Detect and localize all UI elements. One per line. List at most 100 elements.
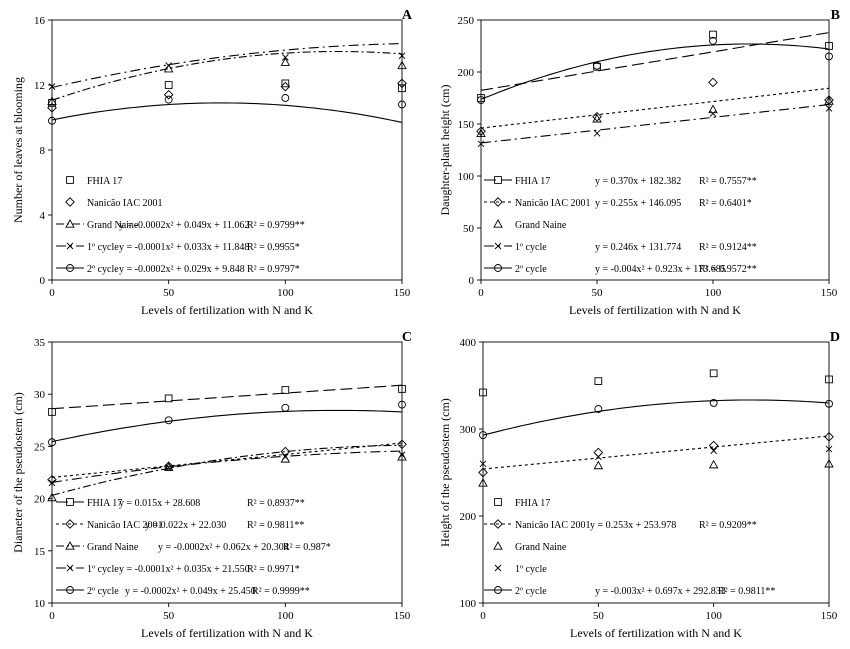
data-point	[48, 479, 56, 487]
legend-equation: y = -0.003x² + 0.697x + 292.833	[595, 586, 726, 597]
data-point	[825, 42, 833, 50]
legend-label: Nanicão IAC 2001	[87, 520, 163, 531]
legend-r-squared: R² = 0.9124**	[699, 242, 757, 253]
legend-marker	[65, 541, 75, 550]
data-point	[398, 52, 406, 60]
legend-equation: y = -0.0002x² + 0.049x + 25.450	[125, 586, 256, 597]
data-point	[397, 78, 407, 89]
legend-r-squared: R² = 0.9971*	[247, 564, 300, 575]
data-point	[824, 96, 834, 105]
legend-label: 1º cycle	[515, 242, 547, 253]
legend-r-squared: R² = 0.7557**	[699, 176, 757, 187]
y-tick-label: 10	[34, 598, 46, 610]
y-tick-label: 35	[34, 337, 46, 349]
y-axis-label: Diameter of the pseudostem (cm)	[11, 392, 25, 553]
legend-marker	[66, 264, 74, 272]
data-point	[48, 438, 56, 447]
data-point	[478, 467, 488, 478]
data-point	[281, 79, 290, 88]
data-point	[165, 463, 172, 471]
data-point	[164, 416, 173, 425]
data-point	[397, 439, 407, 450]
plot-frame	[482, 341, 830, 604]
y-tick-label: 200	[460, 511, 477, 523]
data-point	[594, 405, 603, 413]
legend-r-squared: R² = 0.987*	[283, 542, 331, 553]
legend-marker	[66, 498, 74, 506]
x-tick-label: 100	[705, 610, 722, 622]
data-point	[479, 431, 487, 440]
legend-label: FHIA 17	[87, 176, 122, 187]
data-point	[47, 96, 57, 105]
x-axis-label: Levels of fertilization with N and K	[569, 303, 741, 317]
data-point	[398, 100, 406, 109]
x-axis-label: Levels of fertilization with N and K	[570, 626, 742, 640]
data-point	[281, 386, 290, 394]
fit-line	[480, 87, 830, 129]
chart-panel-d: 100 200 300 400 0 50 100 150 Levels of fertiliza…	[438, 330, 840, 640]
x-axis-label: Levels of fertilization with N and K	[141, 626, 313, 640]
legend-r-squared: R² = 0.9955*	[247, 242, 300, 253]
legend-equation: y = -0.0001x² + 0.033x + 11.848	[119, 242, 249, 253]
x-tick-label: 100	[277, 287, 294, 299]
x-tick-label: 150	[394, 287, 411, 299]
fit-line	[51, 43, 403, 89]
fit-line	[480, 104, 830, 144]
data-point	[398, 84, 406, 93]
panel-letter: A	[402, 8, 413, 23]
legend-label: Nanicão IAC 2001	[515, 198, 591, 209]
data-point	[708, 440, 719, 451]
x-tick-label: 150	[821, 610, 838, 622]
data-point	[282, 54, 289, 61]
legend-marker	[494, 242, 502, 250]
legend-marker	[494, 176, 502, 184]
y-tick-label: 300	[460, 424, 477, 436]
y-tick-label: 150	[458, 119, 475, 131]
y-tick-label: 16	[34, 15, 46, 27]
legend-marker	[66, 586, 74, 594]
x-tick-label: 150	[821, 287, 838, 299]
legend-label: FHIA 17	[515, 176, 550, 187]
data-point	[824, 458, 834, 468]
x-tick-label: 0	[480, 610, 486, 622]
data-point	[164, 394, 173, 403]
data-point	[593, 130, 601, 137]
legend-label: 2º cycle	[87, 264, 119, 275]
legend-equation: y = -0.0002x² + 0.049x + 11.062	[119, 220, 249, 231]
legend-label: Grand Naine	[87, 542, 139, 553]
legend-equation: y = -0.0002x² + 0.029x + 9.848	[119, 264, 245, 275]
fit-line	[482, 435, 830, 470]
y-tick-label: 400	[460, 337, 477, 349]
data-point	[592, 111, 602, 122]
legend-r-squared: R² = 0.9209**	[699, 520, 757, 531]
y-tick-label: 12	[34, 80, 45, 92]
legend-equation: y = -0.0002x² + 0.062x + 20.304	[158, 542, 289, 553]
panel-letter: D	[830, 330, 840, 345]
y-tick-label: 250	[458, 15, 475, 27]
data-point	[163, 462, 174, 471]
legend-marker	[66, 176, 74, 184]
y-tick-label: 4	[40, 210, 46, 222]
legend-label: 1º cycle	[87, 242, 119, 253]
legend-equation: y = 0.253x + 253.978	[590, 520, 676, 531]
x-tick-label: 50	[593, 610, 605, 622]
legend-label: 1º cycle	[87, 564, 119, 575]
data-point	[710, 447, 717, 455]
x-tick-label: 100	[705, 287, 722, 299]
data-point	[825, 399, 833, 408]
data-point	[709, 110, 717, 117]
y-tick-label: 20	[34, 494, 46, 506]
data-point	[164, 95, 173, 104]
data-point	[398, 385, 406, 393]
data-point	[477, 94, 485, 102]
legend-marker	[493, 541, 503, 550]
y-axis-label: Height of the pseudostem (cm)	[438, 398, 452, 547]
data-point	[47, 492, 57, 502]
legend-r-squared: R² = 0.9811**	[247, 520, 304, 531]
data-point	[593, 460, 604, 470]
legend-marker	[494, 498, 502, 506]
data-point	[477, 96, 485, 105]
fit-line	[482, 399, 830, 436]
legend-r-squared: R² = 0.6401*	[699, 198, 752, 209]
data-point	[48, 116, 56, 125]
